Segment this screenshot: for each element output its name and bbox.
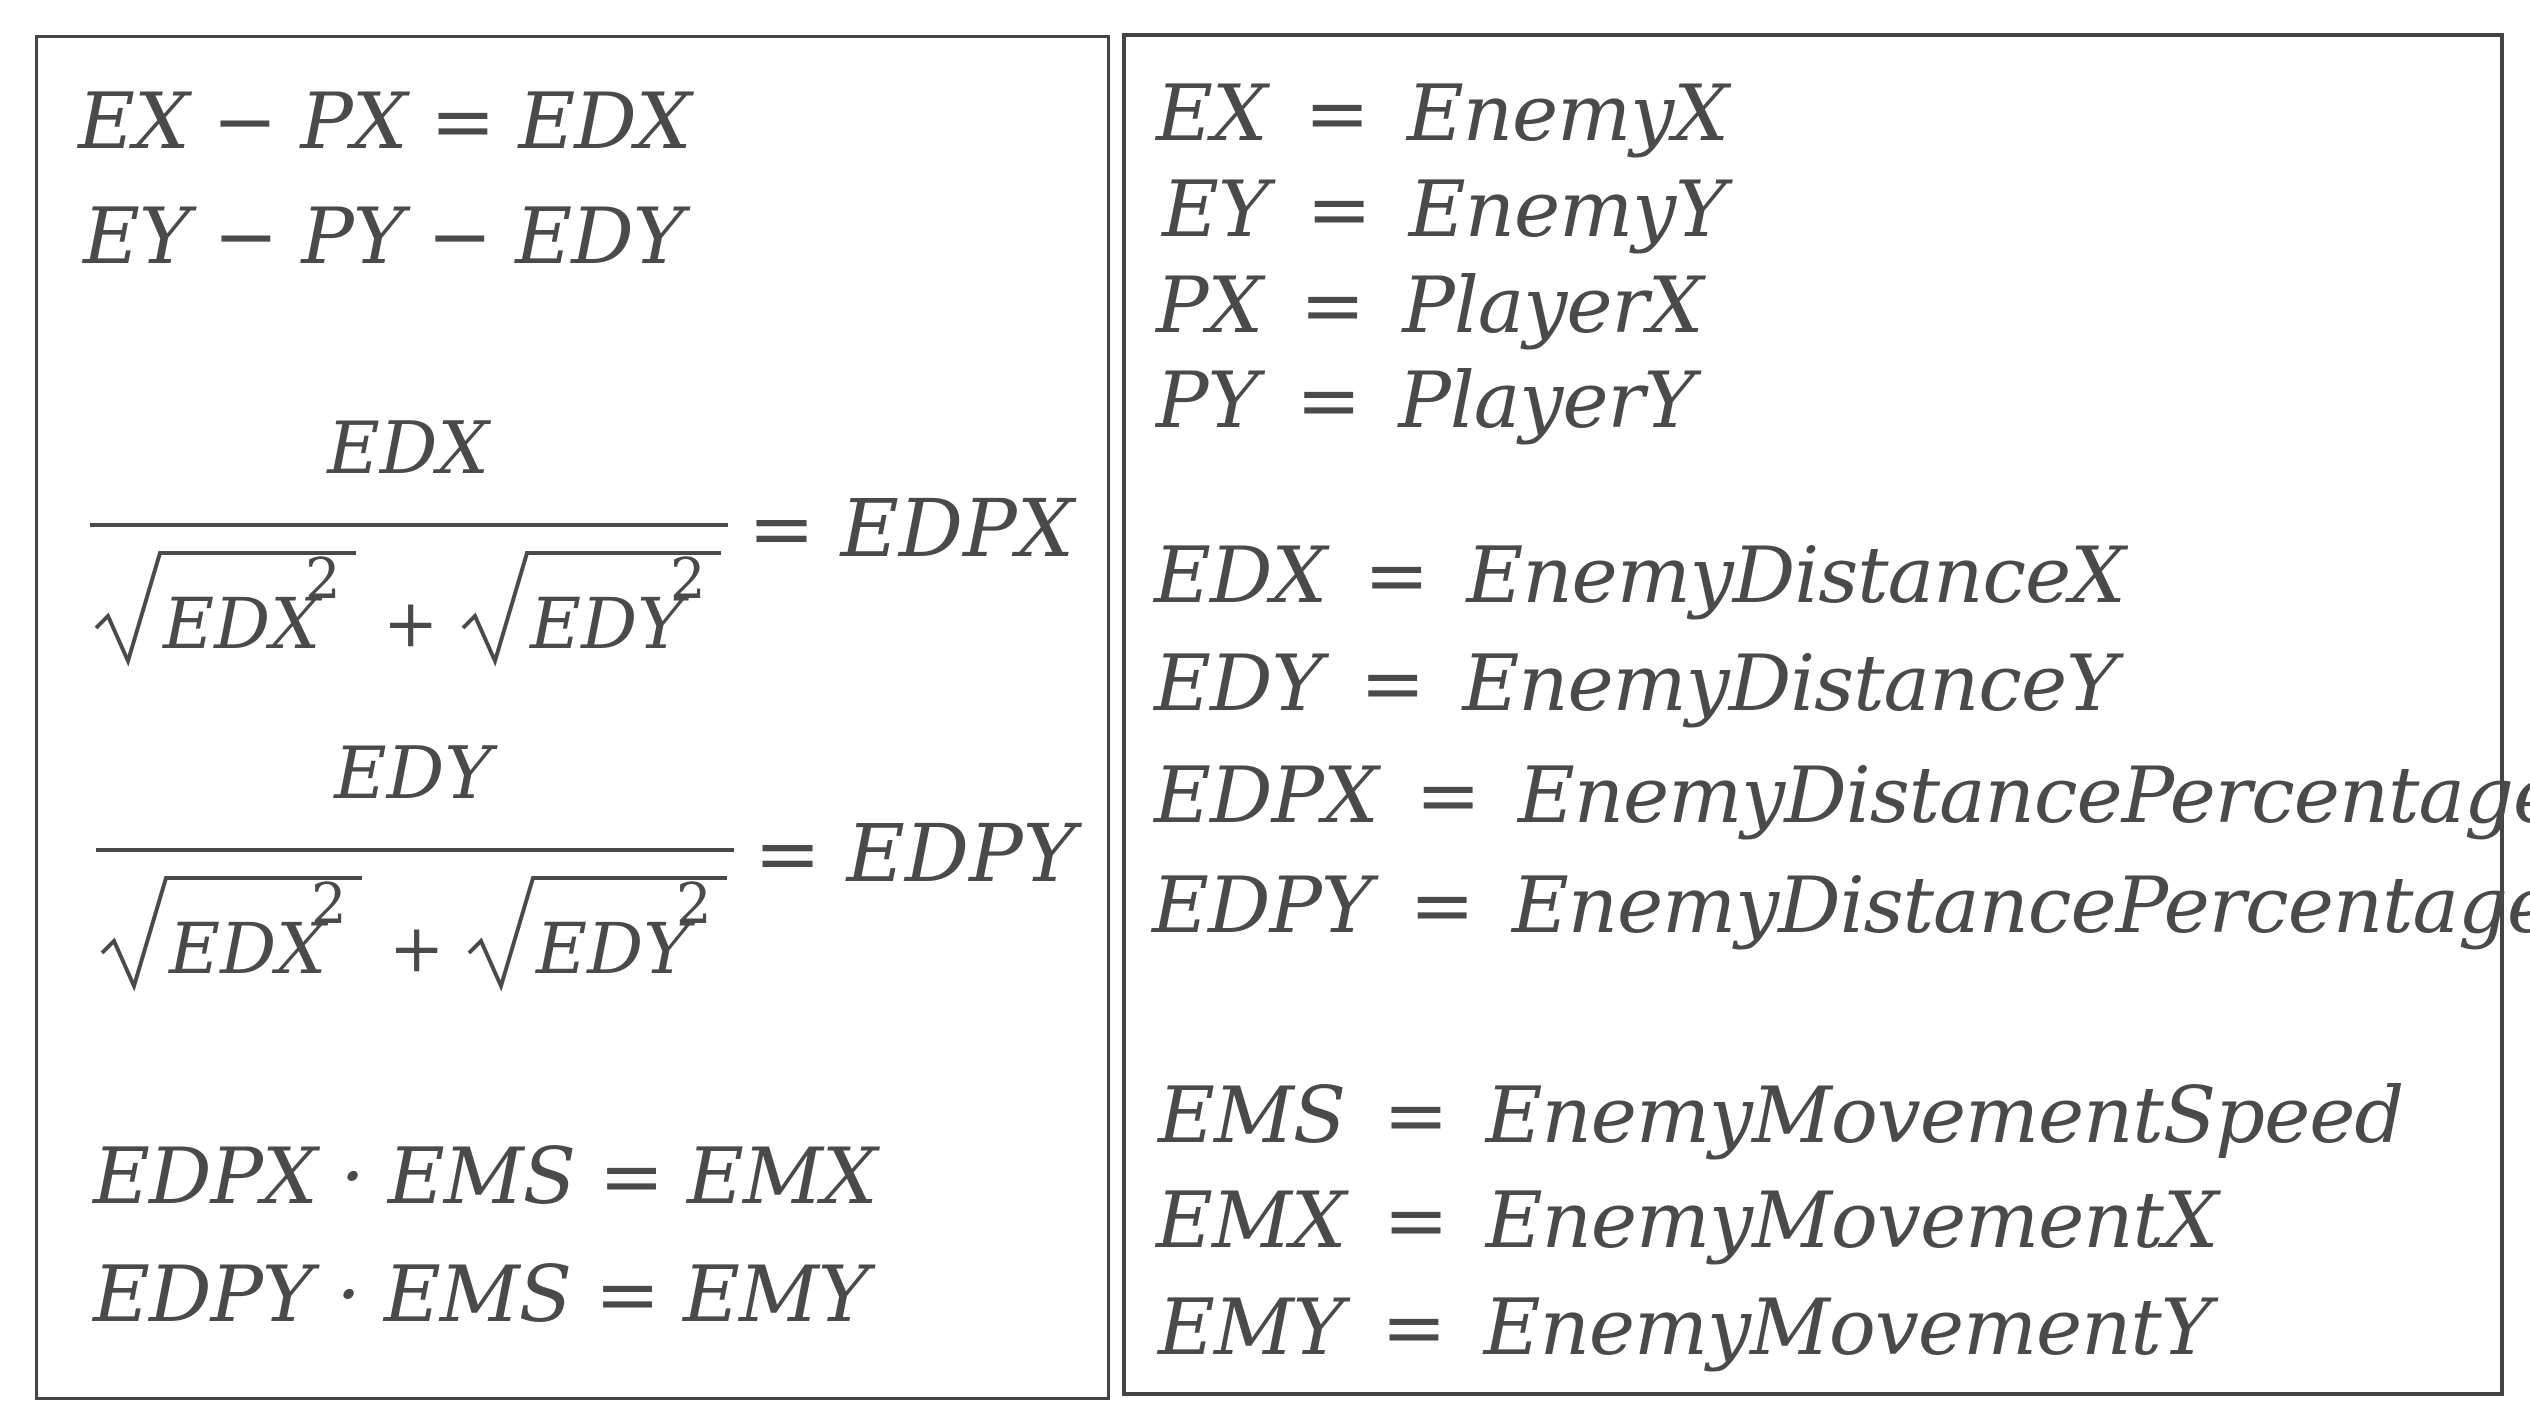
equals-sign: = (1306, 165, 1371, 255)
fraction-result: = EDPX (748, 482, 1077, 575)
denominator-term: EDX (161, 583, 323, 665)
definition-ems: EMS = EnemyMovementSpeed (1158, 1071, 2405, 1161)
definitions-panel: EX = EnemyX EY = EnemyY PX = PlayerX PY = Player… (1122, 33, 2530, 1396)
definition-meaning: EnemyDistanceY (1462, 639, 2117, 729)
definition-meaning: EnemyMovementX (1485, 1176, 2219, 1266)
definition-symbol: EY (1162, 165, 1269, 255)
definition-meaning: EnemyDistancePercentageY (1511, 861, 2530, 951)
definition-symbol: EDY (1154, 639, 1323, 729)
definition-edx: EDX = EnemyDistanceX (1154, 531, 2126, 621)
exponent: 2 (676, 872, 712, 937)
fraction-numerator: EDX (325, 406, 491, 490)
definition-meaning: PlayerX (1402, 261, 1703, 351)
plus-sign: + (389, 910, 444, 987)
equals-sign: = (1300, 261, 1365, 351)
equals-sign: = (1383, 1176, 1448, 1266)
definition-symbol: EMS (1158, 1071, 1346, 1161)
equals-sign: = (1383, 1071, 1448, 1161)
definition-edy: EDY = EnemyDistanceY (1154, 639, 2118, 729)
denominator-term: EDY (528, 583, 689, 665)
formulas-panel: EX − PX = EDX EY − PY − EDY EDX EDX 2 + … (35, 35, 1110, 1400)
definition-symbol: EDX (1154, 531, 1327, 621)
definition-symbol: EX (1156, 69, 1267, 159)
fraction-numerator: EDY (332, 731, 498, 815)
denominator-term: EDY (534, 908, 695, 990)
equals-sign: = (1304, 69, 1369, 159)
definition-ey: EY = EnemyY (1162, 165, 1727, 255)
equals-sign: = (1359, 639, 1425, 729)
definition-meaning: EnemyDistancePercentageX (1517, 751, 2530, 841)
plus-sign: + (383, 585, 438, 662)
fraction-result: = EDPY (754, 807, 1083, 900)
definition-meaning: EnemyMovementSpeed (1485, 1071, 2405, 1161)
fraction-edpy: EDY EDX 2 + EDY 2 = EDPY (96, 731, 1083, 992)
equation-emy: EDPY · EMS = EMY (93, 1250, 869, 1340)
definition-emy: EMY = EnemyMovementY (1158, 1283, 2213, 1373)
definition-edpx: EDPX = EnemyDistancePercentageX (1154, 757, 2530, 835)
definition-emx: EMX = EnemyMovementX (1156, 1176, 2219, 1266)
definition-symbol: PY (1156, 356, 1259, 446)
exponent: 2 (305, 547, 341, 612)
definition-meaning: EnemyY (1408, 165, 1727, 255)
definition-meaning: EnemyDistanceX (1466, 531, 2125, 621)
definition-meaning: PlayerY (1398, 356, 1695, 446)
denominator-term: EDX (167, 908, 329, 990)
exponent: 2 (670, 547, 706, 612)
equation-emx: EDPX · EMS = EMX (93, 1132, 877, 1222)
definition-symbol: EDPY (1152, 861, 1372, 951)
exponent: 2 (311, 872, 347, 937)
fraction-edpx: EDX EDX 2 + EDY 2 = EDPX (90, 406, 1077, 667)
equals-sign: = (1295, 356, 1361, 446)
sqrt-sign-icon (94, 551, 356, 667)
equals-sign: = (1415, 751, 1481, 841)
definition-px: PX = PlayerX (1156, 261, 1703, 351)
equation-edx: EX − PX = EDX (78, 77, 691, 167)
sqrt-sign-icon (100, 876, 362, 992)
definition-symbol: EMY (1158, 1283, 1344, 1373)
sqrt-sign-icon (461, 551, 721, 667)
definition-meaning: EnemyX (1406, 69, 1729, 159)
equation-edy: EY − PY − EDY (83, 192, 684, 282)
definition-ex: EX = EnemyX (1156, 69, 1729, 159)
equals-sign: = (1364, 531, 1429, 621)
definition-symbol: EMX (1156, 1176, 1346, 1266)
sqrt-sign-icon (467, 876, 727, 992)
definition-edpy: EDPY = EnemyDistancePercentageY (1152, 867, 2530, 945)
definition-symbol: EDPX (1154, 751, 1378, 841)
definition-meaning: EnemyMovementY (1483, 1283, 2213, 1373)
equals-sign: = (1409, 861, 1474, 951)
definition-symbol: PX (1156, 261, 1263, 351)
equals-sign: = (1381, 1283, 1446, 1373)
definition-py: PY = PlayerY (1156, 356, 1695, 446)
